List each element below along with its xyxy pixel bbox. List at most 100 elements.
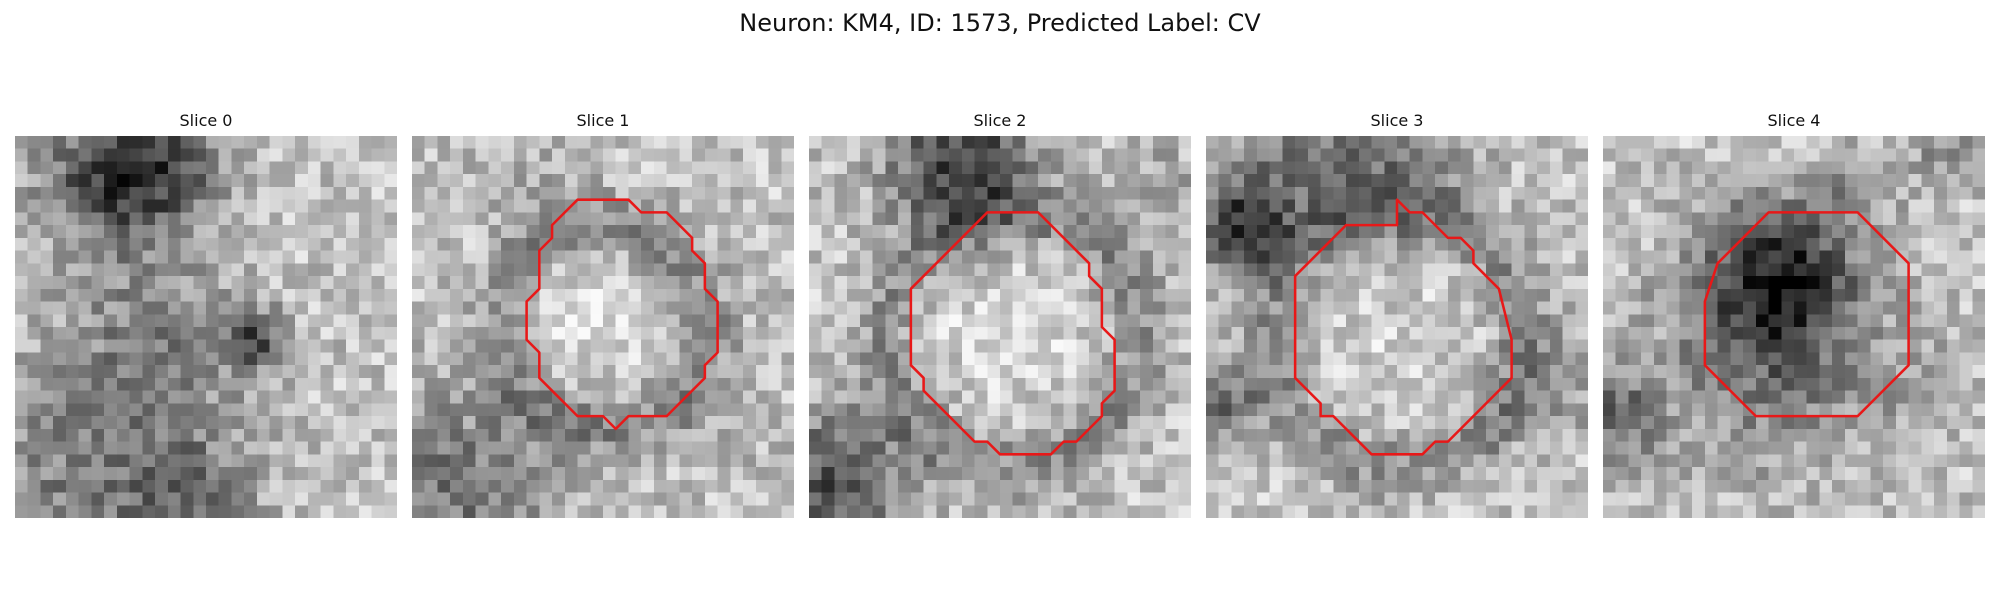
- pixel-cell: [1743, 428, 1757, 442]
- pixel-cell: [923, 276, 937, 290]
- pixel-cell: [1447, 250, 1461, 264]
- pixel-cell: [193, 365, 207, 379]
- pixel-cell: [1256, 186, 1270, 200]
- pixel-cell: [1244, 327, 1258, 340]
- pixel-cell: [859, 263, 873, 277]
- pixel-cell: [1857, 479, 1871, 493]
- pixel-cell: [1794, 428, 1807, 442]
- pixel-cell: [27, 136, 41, 149]
- pixel-cell: [1781, 479, 1795, 493]
- pixel-cell: [1231, 428, 1245, 442]
- pixel-cell: [1269, 505, 1283, 518]
- pixel-cell: [743, 467, 757, 481]
- pixel-cell: [104, 276, 118, 290]
- pixel-cell: [1486, 186, 1500, 200]
- pixel-cell: [781, 288, 794, 302]
- pixel-cell: [653, 441, 667, 455]
- pixel-cell: [653, 186, 667, 200]
- pixel-cell: [564, 492, 578, 506]
- pixel-cell: [1206, 186, 1219, 200]
- pixel-cell: [180, 288, 194, 302]
- pixel-cell: [282, 186, 296, 200]
- pixel-cell: [936, 212, 950, 226]
- pixel-cell: [1870, 403, 1884, 417]
- pixel-cell: [1320, 365, 1334, 379]
- pixel-cell: [564, 428, 578, 442]
- pixel-cell: [218, 237, 232, 251]
- pixel-cell: [1819, 441, 1833, 455]
- pixel-cell: [1806, 390, 1820, 404]
- pixel-cell: [1282, 314, 1296, 328]
- pixel-cell: [730, 225, 744, 239]
- pixel-cell: [244, 301, 258, 315]
- pixel-cell: [847, 276, 861, 290]
- pixel-cell: [167, 237, 181, 251]
- pixel-cell: [104, 314, 118, 328]
- pixel-cell: [1794, 339, 1807, 353]
- pixel-cell: [717, 237, 731, 251]
- pixel-cell: [1114, 225, 1128, 239]
- pixel-cell: [1346, 390, 1360, 404]
- pixel-cell: [615, 327, 629, 340]
- pixel-cell: [1346, 403, 1360, 417]
- pixel-cell: [923, 479, 937, 493]
- pixel-cell: [1218, 505, 1232, 518]
- pixel-cell: [320, 148, 334, 162]
- pixel-cell: [577, 263, 591, 277]
- pixel-cell: [1114, 377, 1128, 391]
- pixel-cell: [564, 288, 578, 302]
- pixel-cell: [1460, 250, 1474, 264]
- pixel-cell: [781, 301, 794, 315]
- pixel-cell: [1549, 454, 1563, 468]
- pixel-cell: [615, 250, 629, 264]
- pixel-cell: [526, 237, 540, 251]
- pixel-cell: [1435, 263, 1449, 277]
- pixel-cell: [1165, 327, 1179, 340]
- pixel-cell: [78, 288, 92, 302]
- pixel-cell: [1282, 365, 1296, 379]
- pixel-cell: [1152, 301, 1166, 315]
- pixel-cell: [1063, 314, 1077, 328]
- pixel-cell: [526, 212, 540, 226]
- pixel-cell: [834, 339, 848, 353]
- pixel-cell: [692, 288, 706, 302]
- pixel-cell: [590, 174, 604, 188]
- pixel-cell: [1628, 377, 1642, 391]
- pixel-cell: [1320, 263, 1334, 277]
- pixel-cell: [923, 301, 937, 315]
- pixel-cell: [513, 250, 527, 264]
- pixel-cell: [1537, 199, 1551, 213]
- pixel-cell: [834, 301, 848, 315]
- pixel-cell: [1844, 505, 1858, 518]
- pixel-cell: [437, 136, 451, 149]
- pixel-cell: [1244, 339, 1258, 353]
- pixel-cell: [1549, 161, 1563, 175]
- pixel-cell: [1307, 441, 1321, 455]
- pixel-cell: [1447, 454, 1461, 468]
- pixel-cell: [1333, 428, 1347, 442]
- pixel-cell: [821, 365, 835, 379]
- pixel-cell: [1460, 174, 1474, 188]
- pixel-cell: [1653, 288, 1667, 302]
- pixel-cell: [1140, 352, 1154, 366]
- pixel-cell: [1486, 352, 1500, 366]
- pixel-cell: [1921, 441, 1935, 455]
- pixel-cell: [1012, 352, 1026, 366]
- pixel-cell: [91, 276, 105, 290]
- pixel-cell: [333, 250, 347, 264]
- pixel-cell: [910, 377, 924, 391]
- pixel-cell: [104, 479, 118, 493]
- pixel-cell: [1460, 390, 1474, 404]
- pixel-cell: [730, 301, 744, 315]
- pixel-cell: [1114, 505, 1128, 518]
- pixel-cell: [717, 225, 731, 239]
- pixel-cell: [1755, 416, 1769, 430]
- pixel-cell: [1603, 174, 1616, 188]
- pixel-cell: [1717, 403, 1731, 417]
- pixel-cell: [1397, 479, 1410, 493]
- pixel-cell: [1946, 390, 1960, 404]
- pixel-cell: [1140, 416, 1154, 430]
- pixel-cell: [704, 174, 718, 188]
- pixel-cell: [692, 352, 706, 366]
- pixel-cell: [371, 377, 385, 391]
